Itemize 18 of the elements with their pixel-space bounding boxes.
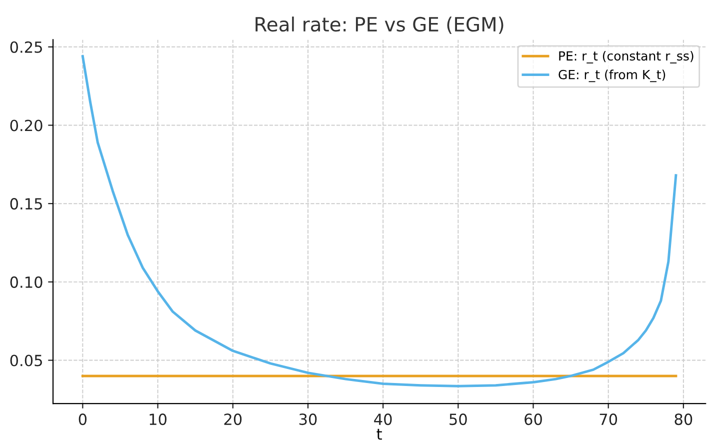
y-tick-label: 0.10 [10, 276, 42, 288]
x-tick-label: 70 [600, 414, 618, 426]
x-tick-label: 40 [374, 414, 392, 426]
x-tick-label: 10 [150, 414, 166, 426]
x-tick-label: 30 [299, 414, 317, 426]
y-tick-label: 0.25 [10, 41, 42, 53]
x-tick-label: 80 [674, 414, 692, 426]
x-tick-label: 0 [78, 414, 87, 426]
y-tick-label: 0.05 [10, 354, 42, 366]
legend-label: GE: r_t (from K_t) [558, 70, 666, 82]
x-axis-title: t [376, 428, 382, 440]
y-tick-label: 0.15 [10, 198, 42, 210]
x-tick-label: 60 [524, 414, 542, 426]
chart-title: Real rate: PE vs GE (EGM) [256, 16, 504, 34]
x-tick-label: 20 [224, 414, 242, 426]
legend-label: PE: r_t (constant r_ss) [559, 50, 694, 64]
x-tick-label: 50 [450, 414, 467, 426]
y-tick-label: 0.20 [10, 120, 42, 132]
